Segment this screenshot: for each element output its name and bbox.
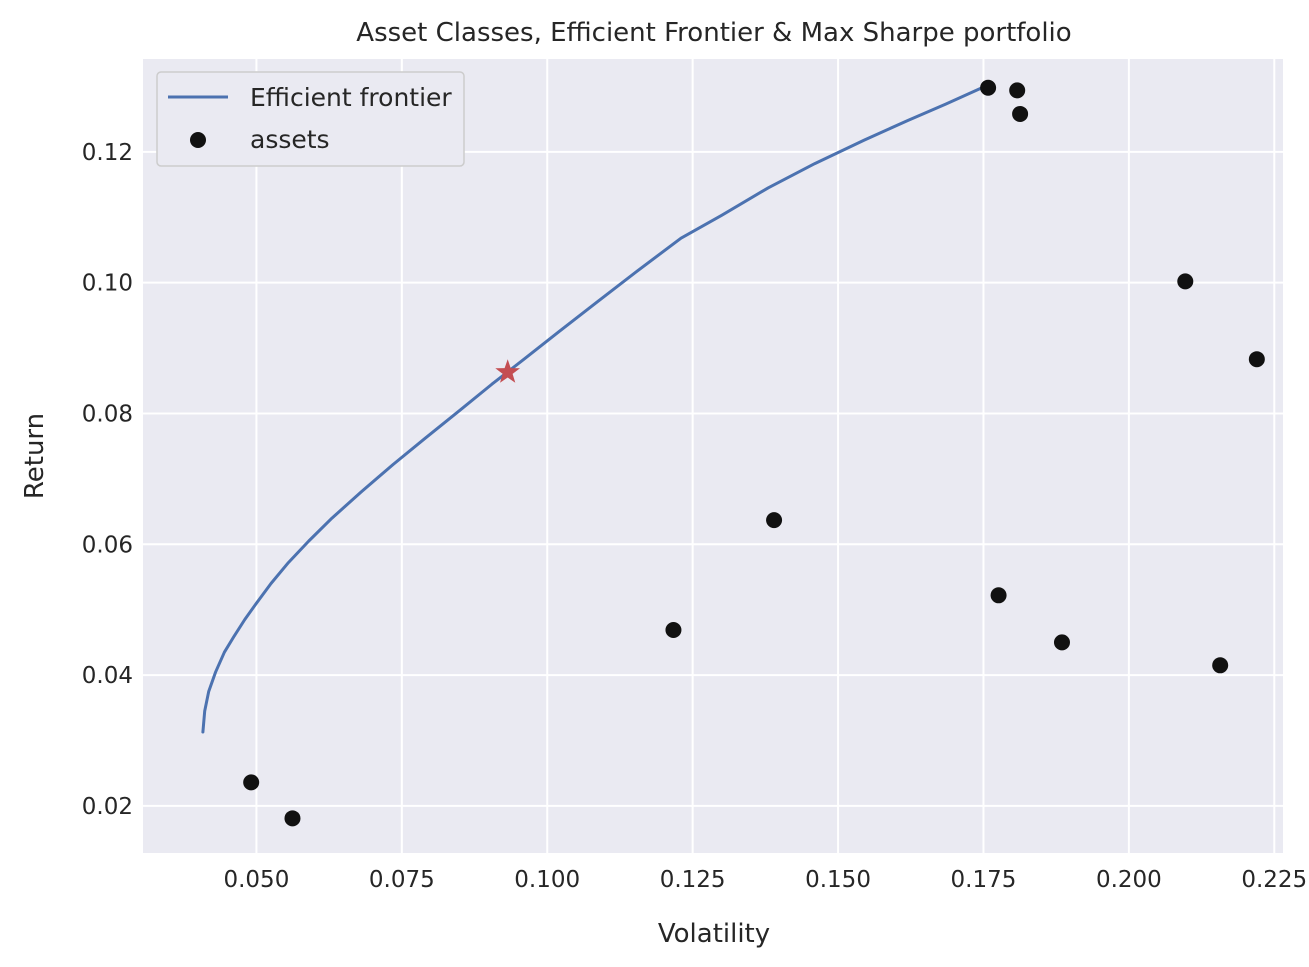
- asset-point: [1009, 82, 1026, 99]
- asset-point: [766, 512, 783, 529]
- asset-point: [284, 810, 301, 827]
- y-tick-label: 0.12: [82, 140, 133, 166]
- asset-point: [990, 587, 1007, 604]
- x-tick-label: 0.050: [223, 867, 289, 893]
- y-axis-label: Return: [20, 413, 50, 499]
- x-tick-label: 0.150: [805, 867, 871, 893]
- y-tick-label: 0.08: [82, 401, 133, 427]
- x-tick-label: 0.225: [1241, 867, 1307, 893]
- asset-point: [1248, 351, 1265, 368]
- x-tick-label: 0.075: [369, 867, 435, 893]
- legend-dot-swatch: [190, 132, 206, 148]
- legend-label-assets: assets: [250, 125, 330, 154]
- efficient-frontier-line: [201, 86, 983, 734]
- grid: [143, 59, 1283, 853]
- y-tick-label: 0.10: [82, 271, 133, 297]
- y-tick-label: 0.04: [82, 663, 133, 689]
- asset-point: [980, 79, 997, 96]
- legend-box: [156, 71, 465, 167]
- legend: Efficient frontier assets: [156, 71, 465, 167]
- x-axis-ticks: 0.050 0.075 0.100 0.125 0.150 0.175 0.200 0.225: [223, 867, 1307, 893]
- asset-point: [1053, 634, 1070, 651]
- max-sharpe-star-marker: [495, 359, 520, 383]
- asset-point: [665, 621, 682, 638]
- legend-label-efficient-frontier: Efficient frontier: [250, 83, 452, 112]
- asset-point: [1177, 273, 1194, 290]
- plot-area: [143, 59, 1283, 853]
- chart-marks: [201, 79, 1265, 827]
- x-tick-label: 0.175: [951, 867, 1017, 893]
- x-tick-label: 0.125: [660, 867, 726, 893]
- asset-point: [243, 774, 260, 791]
- chart-title: Asset Classes, Efficient Frontier & Max …: [356, 18, 1071, 48]
- y-axis-ticks: 0.02 0.04 0.06 0.08 0.10 0.12: [82, 140, 133, 820]
- asset-point: [1012, 105, 1029, 122]
- x-tick-label: 0.100: [514, 867, 580, 893]
- y-tick-label: 0.02: [82, 794, 133, 820]
- y-tick-label: 0.06: [82, 532, 133, 558]
- x-tick-label: 0.200: [1096, 867, 1162, 893]
- asset-point: [1212, 657, 1229, 674]
- x-axis-label: Volatility: [658, 919, 770, 949]
